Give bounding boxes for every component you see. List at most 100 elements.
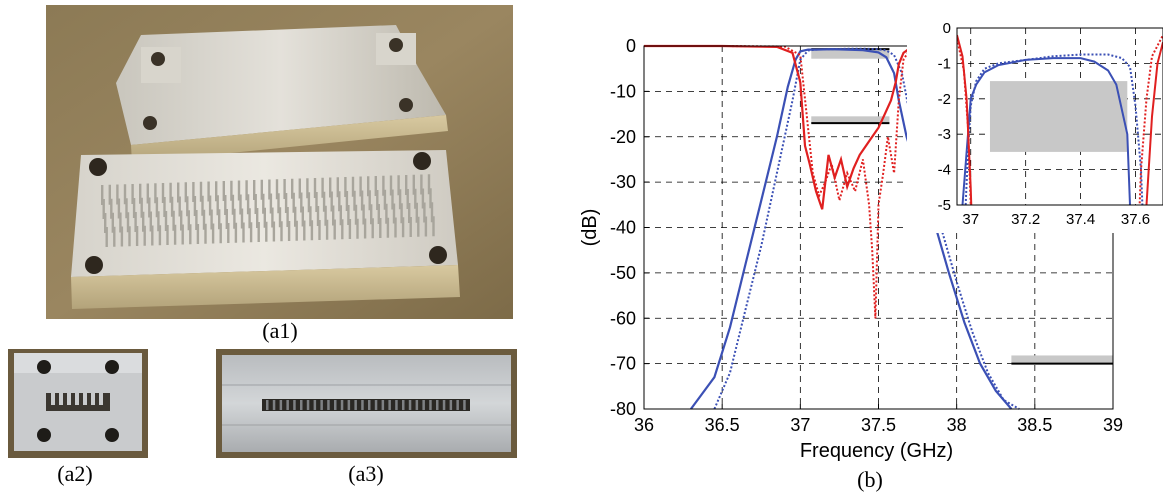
pin xyxy=(263,207,266,228)
pin xyxy=(248,208,251,229)
pin xyxy=(406,189,409,209)
pin xyxy=(313,178,317,198)
pin xyxy=(386,217,390,238)
slot xyxy=(340,400,344,410)
pin xyxy=(158,225,162,246)
pin xyxy=(401,217,405,238)
pin xyxy=(356,218,359,239)
pin xyxy=(359,176,362,197)
photo-filter-side-view xyxy=(216,349,517,458)
pin xyxy=(195,210,198,230)
pin xyxy=(333,219,336,240)
slot xyxy=(436,400,439,410)
pin xyxy=(253,180,256,200)
pin xyxy=(291,178,294,199)
pin xyxy=(405,175,408,195)
pin xyxy=(284,193,288,213)
pin xyxy=(309,206,312,227)
photo-filter-end-view xyxy=(8,349,148,458)
inset-y-tick-label: -1 xyxy=(938,55,951,72)
pin xyxy=(325,219,329,240)
pin xyxy=(128,226,131,247)
pin xyxy=(146,183,149,204)
pin xyxy=(286,207,289,227)
pin xyxy=(287,221,291,241)
pin xyxy=(339,205,342,226)
pin xyxy=(123,184,127,205)
slot xyxy=(266,400,269,410)
pin xyxy=(245,180,248,201)
pin xyxy=(240,208,244,229)
pin xyxy=(268,179,271,200)
pin xyxy=(408,203,411,223)
pin xyxy=(105,227,108,247)
pin xyxy=(163,197,166,217)
pin xyxy=(230,180,233,201)
pin xyxy=(233,208,236,229)
slot xyxy=(313,400,317,410)
pin xyxy=(392,203,396,224)
pin xyxy=(166,225,169,245)
x-tick-label: 39 xyxy=(1103,415,1123,435)
pin xyxy=(119,212,122,233)
pin xyxy=(139,183,142,204)
pin xyxy=(368,190,371,211)
pin xyxy=(154,183,157,204)
slot xyxy=(368,400,371,410)
pin xyxy=(303,220,306,241)
passband-mask xyxy=(811,50,890,59)
x-tick-label: 36.5 xyxy=(705,415,740,435)
inset-x-tick-label: 37 xyxy=(962,211,979,228)
y-tick-label: -10 xyxy=(610,81,636,101)
pin xyxy=(265,221,268,242)
pin xyxy=(370,204,373,225)
pin xyxy=(108,184,111,205)
pin xyxy=(306,178,309,199)
pin xyxy=(277,193,280,214)
pin xyxy=(316,206,320,226)
pin xyxy=(351,176,355,197)
series-line-1 xyxy=(690,48,1013,410)
pin xyxy=(155,197,159,218)
pin xyxy=(374,176,377,196)
pin xyxy=(187,210,190,231)
pin xyxy=(120,226,124,247)
pin xyxy=(272,221,276,242)
pin xyxy=(430,202,434,223)
pin xyxy=(234,222,238,243)
pin xyxy=(227,223,230,243)
pin xyxy=(189,224,192,245)
pin xyxy=(321,177,324,198)
pin xyxy=(310,220,314,241)
pin xyxy=(269,193,273,214)
pin xyxy=(111,212,114,233)
pin xyxy=(415,202,418,223)
y-tick-label: -40 xyxy=(610,218,636,238)
caption-a3: (a3) xyxy=(348,461,384,486)
pin xyxy=(414,188,417,209)
pin xyxy=(254,194,257,214)
pin xyxy=(424,216,428,237)
inset-y-tick-label: 0 xyxy=(943,20,951,37)
slot xyxy=(429,400,432,410)
series-line-2 xyxy=(713,47,1020,410)
pin xyxy=(140,197,143,218)
pin xyxy=(301,206,304,227)
pin xyxy=(135,226,139,246)
pin xyxy=(377,204,380,224)
slot xyxy=(408,400,412,410)
pin xyxy=(420,174,423,195)
slot xyxy=(361,400,364,410)
x-tick-label: 38.5 xyxy=(1017,415,1052,435)
pin xyxy=(391,189,394,210)
slot xyxy=(456,400,459,410)
pin xyxy=(125,198,128,219)
pin xyxy=(338,191,341,212)
pin xyxy=(354,204,358,225)
pin xyxy=(278,207,282,228)
pin xyxy=(322,191,326,212)
pin xyxy=(172,210,175,231)
pin xyxy=(423,202,426,223)
pin xyxy=(307,192,311,213)
